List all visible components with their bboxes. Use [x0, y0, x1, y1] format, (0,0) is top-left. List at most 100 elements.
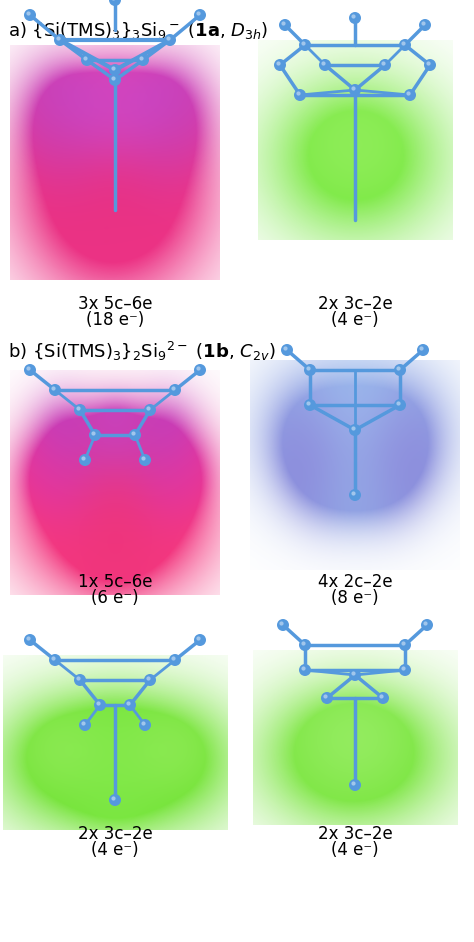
Circle shape [82, 722, 86, 725]
Circle shape [139, 454, 151, 466]
Circle shape [194, 364, 206, 376]
Circle shape [349, 669, 361, 681]
Circle shape [281, 344, 293, 356]
Circle shape [419, 347, 424, 350]
Circle shape [351, 427, 356, 430]
Circle shape [349, 489, 361, 501]
Circle shape [401, 41, 406, 45]
Circle shape [283, 347, 288, 350]
Circle shape [406, 91, 410, 95]
Circle shape [382, 61, 386, 66]
Circle shape [282, 22, 286, 25]
Circle shape [279, 622, 283, 625]
Circle shape [401, 666, 406, 671]
Circle shape [76, 406, 81, 411]
Circle shape [306, 366, 310, 370]
Circle shape [169, 384, 181, 396]
Circle shape [164, 34, 176, 46]
Circle shape [299, 639, 311, 651]
Text: (4 e⁻): (4 e⁻) [331, 311, 379, 329]
Circle shape [404, 89, 416, 101]
Circle shape [166, 37, 171, 41]
Circle shape [74, 404, 86, 416]
Circle shape [379, 694, 383, 699]
Circle shape [94, 699, 106, 711]
Circle shape [299, 664, 311, 676]
Circle shape [111, 796, 116, 801]
Circle shape [396, 366, 401, 370]
Circle shape [109, 794, 121, 806]
Circle shape [296, 91, 301, 95]
Circle shape [144, 404, 156, 416]
Text: a) {Si(TMS)$_3$}$_3$Si$_9$$^-$ ($\mathbf{1a}$, $\mathit{D}_{3h}$): a) {Si(TMS)$_3$}$_3$Si$_9$$^-$ ($\mathbf… [8, 20, 268, 41]
Circle shape [399, 39, 411, 51]
Circle shape [146, 676, 151, 681]
Circle shape [51, 386, 55, 391]
Circle shape [141, 457, 146, 461]
Text: (4 e⁻): (4 e⁻) [331, 841, 379, 859]
Circle shape [196, 11, 201, 16]
Circle shape [394, 364, 406, 376]
Circle shape [27, 366, 31, 370]
Circle shape [129, 429, 141, 441]
Circle shape [74, 674, 86, 686]
Circle shape [111, 76, 116, 81]
Text: 2x 3c–2e: 2x 3c–2e [78, 825, 152, 843]
Circle shape [279, 19, 291, 31]
Circle shape [24, 9, 36, 21]
Circle shape [141, 722, 146, 725]
Circle shape [301, 642, 306, 645]
Circle shape [109, 0, 121, 6]
Circle shape [196, 637, 201, 641]
Text: 1x 5c–6e: 1x 5c–6e [78, 573, 152, 591]
Circle shape [419, 19, 431, 31]
Circle shape [81, 54, 93, 66]
Circle shape [56, 37, 61, 41]
Circle shape [172, 657, 175, 660]
Text: 3x 5c–6e: 3x 5c–6e [78, 295, 152, 313]
Circle shape [49, 384, 61, 396]
Circle shape [319, 59, 331, 71]
Circle shape [172, 386, 175, 391]
Circle shape [109, 64, 121, 76]
Circle shape [351, 492, 356, 495]
Circle shape [24, 634, 36, 646]
Circle shape [89, 429, 101, 441]
Circle shape [323, 694, 328, 699]
Text: (8 e⁻): (8 e⁻) [331, 589, 379, 607]
Circle shape [427, 61, 430, 66]
Circle shape [169, 654, 181, 666]
Circle shape [294, 89, 306, 101]
Circle shape [137, 54, 149, 66]
Circle shape [124, 699, 136, 711]
Circle shape [196, 366, 201, 370]
Circle shape [399, 664, 411, 676]
Circle shape [321, 61, 326, 66]
Circle shape [146, 406, 151, 411]
Circle shape [349, 12, 361, 24]
Circle shape [91, 431, 96, 435]
Circle shape [351, 782, 356, 786]
Text: 4x 2c–2e: 4x 2c–2e [318, 573, 392, 591]
Circle shape [379, 59, 391, 71]
Circle shape [351, 672, 356, 675]
Text: 2x 3c–2e: 2x 3c–2e [318, 825, 392, 843]
Circle shape [277, 619, 289, 631]
Circle shape [96, 702, 100, 706]
Text: (4 e⁻): (4 e⁻) [91, 841, 139, 859]
Circle shape [421, 22, 426, 25]
Circle shape [79, 719, 91, 731]
Circle shape [76, 676, 81, 681]
Circle shape [351, 87, 356, 90]
Circle shape [396, 401, 401, 406]
Circle shape [79, 454, 91, 466]
Circle shape [127, 702, 131, 706]
Circle shape [139, 719, 151, 731]
Circle shape [399, 639, 411, 651]
Circle shape [111, 66, 116, 71]
Circle shape [139, 57, 144, 60]
Circle shape [27, 637, 31, 641]
Circle shape [274, 59, 286, 71]
Circle shape [194, 634, 206, 646]
Circle shape [401, 642, 406, 645]
